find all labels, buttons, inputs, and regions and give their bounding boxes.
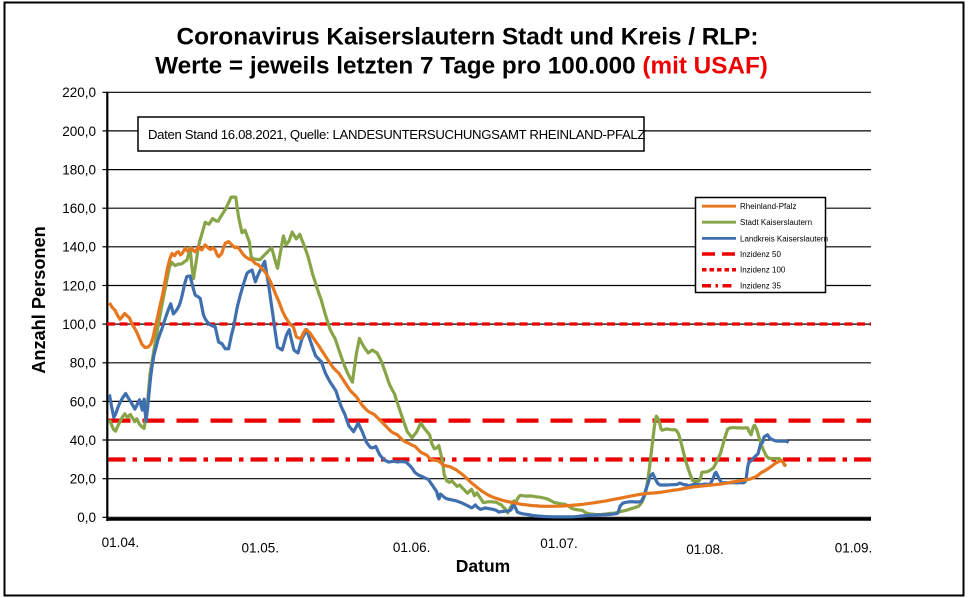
svg-text:01.08.: 01.08. xyxy=(686,542,724,557)
svg-text:180,0: 180,0 xyxy=(62,163,96,178)
svg-text:140,0: 140,0 xyxy=(62,240,96,255)
svg-text:100,0: 100,0 xyxy=(62,317,96,332)
svg-text:40,0: 40,0 xyxy=(70,433,96,448)
svg-text:200,0: 200,0 xyxy=(62,124,96,139)
svg-text:80,0: 80,0 xyxy=(70,356,96,371)
svg-text:01.06.: 01.06. xyxy=(393,540,431,555)
svg-text:60,0: 60,0 xyxy=(70,394,96,409)
svg-text:0,0: 0,0 xyxy=(77,510,96,525)
svg-text:Stadt Kaiserslautern: Stadt Kaiserslautern xyxy=(740,218,812,227)
svg-text:Inzidenz 100: Inzidenz 100 xyxy=(740,266,786,275)
svg-text:Anzahl Personen: Anzahl Personen xyxy=(29,226,49,374)
svg-text:160,0: 160,0 xyxy=(62,201,96,216)
svg-text:Inzidenz 50: Inzidenz 50 xyxy=(740,250,781,259)
svg-text:220,0: 220,0 xyxy=(62,85,96,100)
svg-text:Werte = jeweils letzten 7 Tage: Werte = jeweils letzten 7 Tage pro 100.0… xyxy=(155,53,768,80)
svg-text:01.09.: 01.09. xyxy=(835,541,873,556)
svg-text:120,0: 120,0 xyxy=(62,278,96,293)
svg-text:01.05.: 01.05. xyxy=(242,541,280,556)
svg-text:Inzidenz 35: Inzidenz 35 xyxy=(740,282,781,291)
svg-text:Rheinland-Pfalz: Rheinland-Pfalz xyxy=(740,202,796,211)
svg-text:Coronavirus Kaiserslautern Sta: Coronavirus Kaiserslautern Stadt und Kre… xyxy=(177,24,759,51)
svg-text:01.04.: 01.04. xyxy=(102,535,140,550)
svg-text:01.07.: 01.07. xyxy=(540,536,578,551)
svg-text:20,0: 20,0 xyxy=(70,472,96,487)
svg-text:Landkreis Kaiserslautern: Landkreis Kaiserslautern xyxy=(740,234,828,243)
svg-text:Daten Stand 16.08.2021, Quelle: Daten Stand 16.08.2021, Quelle: LANDESUN… xyxy=(148,127,645,142)
svg-text:Datum: Datum xyxy=(456,556,510,576)
